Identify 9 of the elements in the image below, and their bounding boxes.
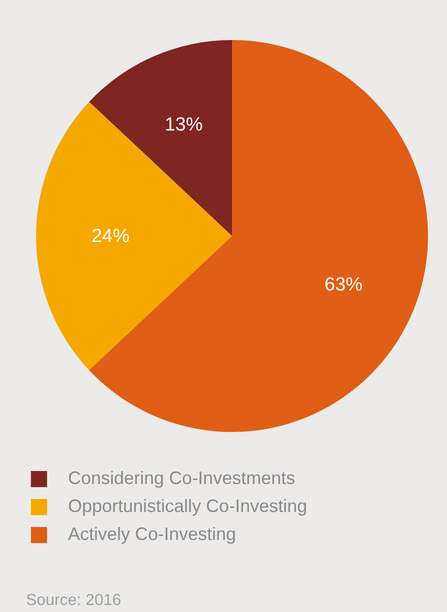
pie-slice (89, 40, 428, 432)
legend-label: Opportunistically Co-Investing (68, 496, 308, 516)
data-label: 24% (91, 226, 130, 247)
pie-slice (36, 102, 232, 370)
source-note: Source: 2016 (26, 592, 122, 609)
legend-label: Considering Co-Investments (68, 468, 296, 488)
data-label: 13% (164, 114, 203, 136)
data-label: 63% (324, 274, 363, 296)
legend-label: Actively Co-Investing (68, 524, 236, 544)
